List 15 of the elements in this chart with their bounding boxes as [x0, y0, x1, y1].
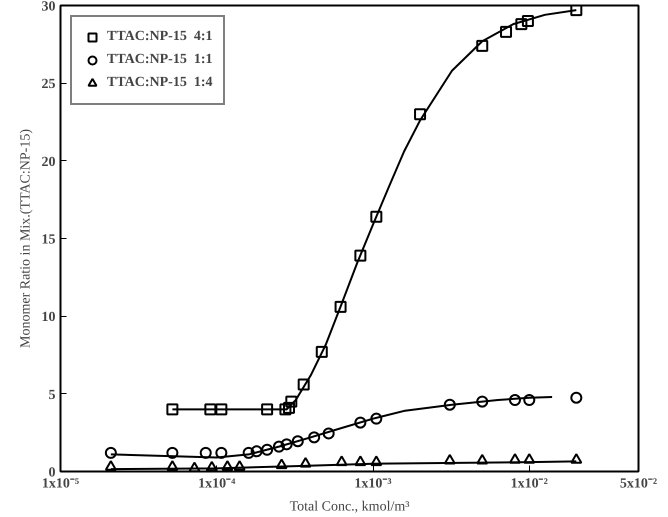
y-tick-label: 15	[42, 232, 56, 248]
x-tick-label: 1x10⁻²	[510, 476, 548, 492]
y-tick-label: 20	[42, 154, 56, 170]
x-tick-label: 1x10⁻⁴	[198, 476, 236, 492]
legend-label: TTAC:NP-15 1:4	[107, 75, 213, 91]
x-tick-label: 1x10⁻³	[354, 476, 392, 492]
x-axis-title: Total Conc., kmol/m³	[290, 500, 410, 514]
y-axis-title: Monomer Ratio in Mix.(TTAC:NP-15)	[18, 128, 34, 348]
legend-label: TTAC:NP-15 4:1	[107, 29, 213, 45]
y-tick-label: 5	[48, 388, 56, 403]
x-tick-label: 5x10⁻²	[620, 476, 658, 492]
y-tick-label: 10	[42, 310, 56, 326]
y-tick-label: 25	[42, 77, 56, 92]
y-tick-label: 30	[42, 0, 56, 14]
legend-label: TTAC:NP-15 1:1	[107, 52, 213, 68]
